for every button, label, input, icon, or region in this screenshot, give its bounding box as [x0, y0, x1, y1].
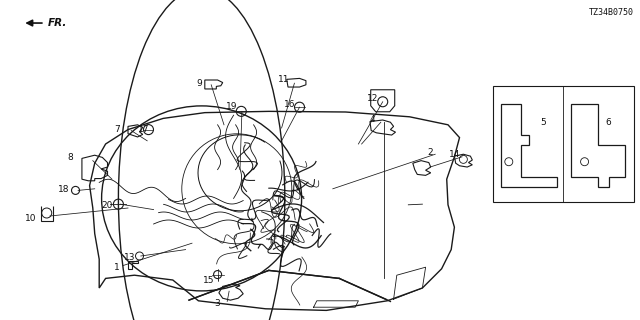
- Text: 18: 18: [58, 185, 70, 194]
- Text: 6: 6: [605, 118, 611, 127]
- Bar: [493, 86, 634, 202]
- Text: 1: 1: [114, 263, 119, 272]
- Text: FR.: FR.: [48, 18, 67, 28]
- Text: 19: 19: [226, 102, 237, 111]
- Text: 11: 11: [278, 75, 289, 84]
- Text: 7: 7: [115, 125, 120, 134]
- Text: 17: 17: [138, 125, 149, 134]
- Text: 12: 12: [367, 94, 378, 103]
- Text: 5: 5: [540, 118, 545, 127]
- Text: 4: 4: [370, 116, 375, 124]
- Text: 2: 2: [428, 148, 433, 157]
- Text: TZ34B0750: TZ34B0750: [589, 8, 634, 17]
- Text: 8: 8: [68, 153, 73, 162]
- Text: 10: 10: [25, 214, 36, 223]
- Text: 16: 16: [284, 100, 295, 109]
- Text: 14: 14: [449, 150, 460, 159]
- Text: 3: 3: [215, 299, 220, 308]
- Text: 15: 15: [203, 276, 214, 285]
- Text: 9: 9: [197, 79, 202, 88]
- Text: 13: 13: [124, 253, 135, 262]
- Text: 20: 20: [102, 201, 113, 210]
